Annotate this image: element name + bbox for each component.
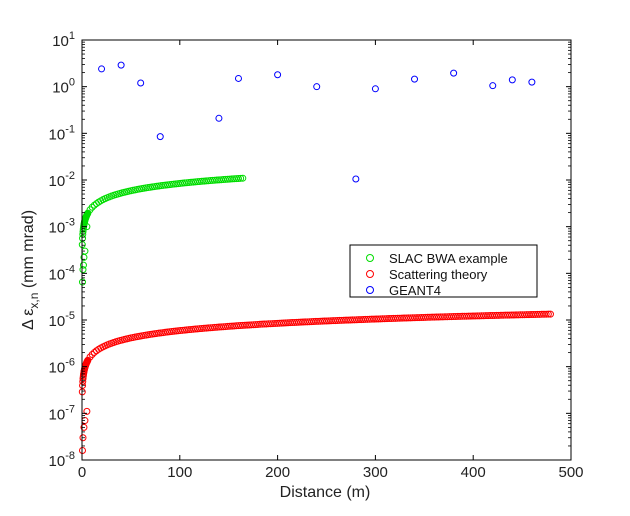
y-tick-label: 10-8 xyxy=(49,450,75,470)
data-point xyxy=(187,325,195,333)
y-axis-label-subscript: x,n xyxy=(27,293,41,309)
data-point xyxy=(198,324,206,332)
data-point xyxy=(79,266,87,274)
x-tick-label: 0 xyxy=(78,464,86,481)
y-axis-label-suffix: (mm mrad) xyxy=(20,210,37,293)
plot-frame xyxy=(81,39,572,461)
data-point xyxy=(176,327,184,335)
data-point xyxy=(179,326,187,334)
x-axis-label: Distance (m) xyxy=(280,484,371,501)
data-point xyxy=(176,179,184,187)
y-tick-label: 10-4 xyxy=(49,263,75,283)
legend-entry: Scattering theory xyxy=(366,267,488,282)
x-tick-label: 300 xyxy=(363,464,388,481)
data-point xyxy=(274,71,282,79)
data-point xyxy=(546,310,554,318)
data-point xyxy=(542,310,550,318)
data-point xyxy=(183,179,191,187)
series-scattering-theory xyxy=(78,310,554,454)
data-point xyxy=(181,326,189,334)
data-point xyxy=(183,326,191,334)
data-point xyxy=(98,65,106,73)
data-point xyxy=(88,350,96,358)
data-point xyxy=(237,174,245,182)
y-tick-label: 10-5 xyxy=(49,310,75,330)
data-point xyxy=(191,325,199,333)
data-point xyxy=(185,326,193,334)
x-tick-label: 100 xyxy=(167,464,192,481)
data-point xyxy=(196,325,204,333)
data-point xyxy=(234,74,242,82)
y-axis-label-prefix: Δ ε xyxy=(20,309,37,330)
data-point xyxy=(189,325,197,333)
data-point xyxy=(215,114,223,122)
legend-marker xyxy=(366,270,374,278)
legend-label: GEANT4 xyxy=(389,283,441,298)
data-point xyxy=(198,177,206,185)
series-slac-bwa-example xyxy=(78,174,247,286)
legend-box xyxy=(349,244,538,298)
data-point xyxy=(234,174,242,182)
legend-marker xyxy=(366,286,374,294)
data-point xyxy=(79,261,87,269)
data-point xyxy=(174,327,182,335)
y-axis-label: Δ εx,n (mm mrad) xyxy=(20,210,41,330)
data-point xyxy=(80,423,88,431)
y-tick-label: 10-6 xyxy=(49,357,75,377)
data-point xyxy=(200,324,208,332)
y-tick-label: 10-3 xyxy=(49,217,75,237)
data-point xyxy=(174,180,182,188)
data-point xyxy=(528,78,536,86)
y-tick-label: 10-1 xyxy=(49,123,75,143)
y-tick-label: 101 xyxy=(52,30,75,50)
legend-entry: SLAC BWA example xyxy=(366,251,508,266)
data-point xyxy=(172,180,180,188)
y-tick-label: 10-7 xyxy=(49,403,75,423)
data-point xyxy=(200,177,208,185)
data-point xyxy=(189,178,197,186)
data-point xyxy=(191,178,199,186)
data-point xyxy=(352,175,360,183)
x-tick-label: 400 xyxy=(461,464,486,481)
data-point xyxy=(79,234,87,242)
data-point xyxy=(544,310,552,318)
axes xyxy=(81,39,572,461)
data-point xyxy=(187,178,195,186)
data-point xyxy=(508,76,516,84)
x-tick-label: 500 xyxy=(558,464,583,481)
legend-marker xyxy=(366,254,374,262)
data-point xyxy=(137,79,145,87)
tick-marks xyxy=(81,39,572,461)
data-point xyxy=(181,179,189,187)
data-point xyxy=(79,378,87,386)
data-layer xyxy=(78,61,554,454)
data-point xyxy=(83,407,91,415)
data-point xyxy=(313,83,321,91)
y-tick-label: 10-2 xyxy=(49,170,75,190)
data-point xyxy=(179,179,187,187)
legend-label: SLAC BWA example xyxy=(389,251,508,266)
legend-label: Scattering theory xyxy=(389,267,488,282)
data-point xyxy=(239,174,247,182)
data-point xyxy=(156,133,164,141)
series-geant4 xyxy=(98,61,536,183)
data-point xyxy=(450,69,458,77)
data-point xyxy=(185,178,193,186)
data-point xyxy=(196,177,204,185)
data-point xyxy=(172,327,180,335)
data-point xyxy=(371,85,379,93)
data-point xyxy=(117,61,125,69)
data-point xyxy=(88,203,96,211)
y-tick-label: 100 xyxy=(52,77,75,97)
data-point xyxy=(411,75,419,83)
data-point xyxy=(79,381,87,389)
x-tick-label: 200 xyxy=(265,464,290,481)
tick-labels: 0 100 200 300 400 500 10-8 10-7 10-6 10-5 10-4 10-3… xyxy=(49,30,584,481)
legend-entry: GEANT4 xyxy=(366,283,441,298)
data-point xyxy=(79,434,87,442)
data-point xyxy=(489,82,497,90)
